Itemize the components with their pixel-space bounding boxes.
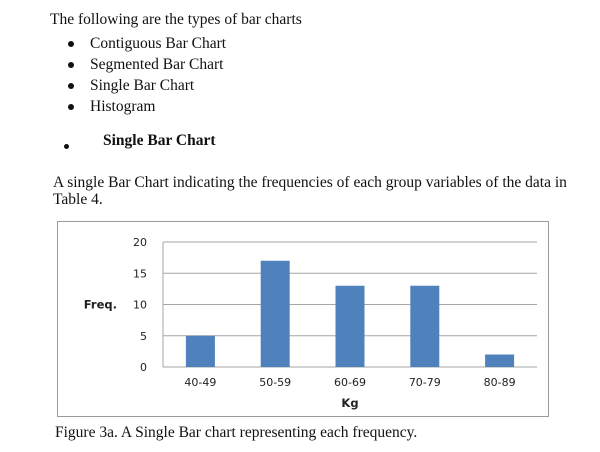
x-tick-label: 80-89 (484, 376, 516, 389)
x-tick-label: 60-69 (334, 376, 366, 389)
x-tick-label: 70-79 (409, 376, 441, 389)
bar (185, 335, 215, 367)
section-heading: Single Bar Chart (103, 132, 216, 149)
list-item: Histogram (66, 96, 226, 117)
list-item: Contiguous Bar Chart (66, 33, 226, 54)
y-tick-label: 5 (140, 330, 147, 343)
y-tick-label: 20 (133, 236, 147, 249)
x-axis-label: Kg (341, 396, 358, 410)
figure-caption: Figure 3a. A Single Bar chart representi… (55, 424, 418, 441)
chart-frame (57, 221, 549, 417)
list-item: Segmented Bar Chart (66, 54, 226, 75)
list-item: Single Bar Chart (66, 75, 226, 96)
intro-text: The following are the types of bar chart… (50, 11, 302, 28)
y-tick-label: 0 (140, 361, 147, 374)
section-bullet-icon (64, 144, 69, 149)
x-tick-label: 40-49 (184, 376, 216, 389)
description-paragraph: A single Bar Chart indicating the freque… (53, 174, 567, 208)
chart-types-list: Contiguous Bar Chart Segmented Bar Chart… (66, 33, 226, 117)
x-tick-label: 50-59 (259, 376, 291, 389)
y-axis-label: Freq. (84, 298, 117, 312)
y-tick-label: 10 (133, 299, 147, 312)
y-tick-label: 15 (133, 267, 147, 280)
bar (335, 285, 365, 367)
bar-chart: 0 5 10 15 20 Freq. 40-49 50-59 60-69 70-79 80-89 Kg (84, 236, 537, 410)
bar (485, 354, 515, 367)
bar (410, 285, 440, 367)
bar (260, 260, 290, 367)
